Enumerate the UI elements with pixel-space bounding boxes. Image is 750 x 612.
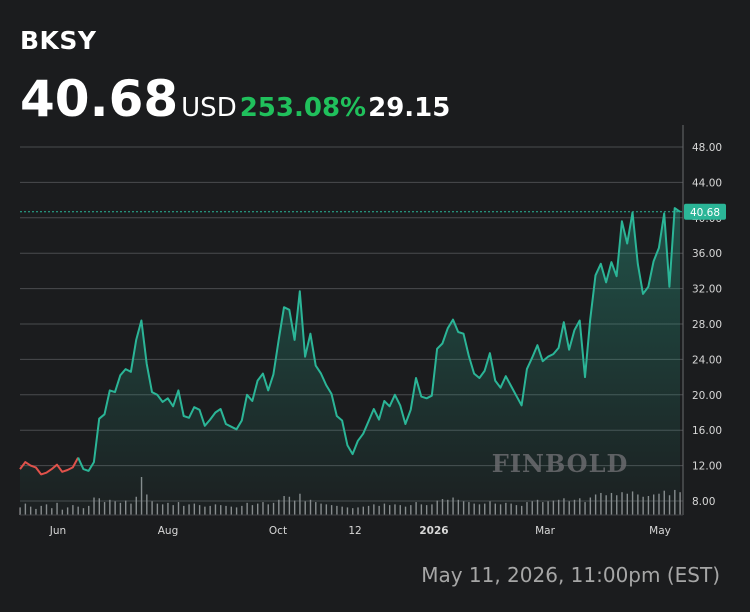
y-tick-label: 20.00 [692, 390, 722, 402]
y-tick-label: 32.00 [692, 284, 722, 296]
y-axis: 8.00 12.00 16.00 20.00 24.00 28.00 32.00 36.00 4… [20, 125, 722, 516]
x-tick-label: Aug [158, 525, 179, 537]
y-tick-label: 16.00 [692, 425, 722, 437]
y-tick-label: 36.00 [692, 248, 722, 260]
y-tick-label: 44.00 [692, 177, 722, 189]
change-percent: 253.08% [239, 93, 367, 123]
x-tick-label: Jun [49, 525, 66, 537]
currency-label: USD [181, 93, 237, 123]
y-tick-label: 12.00 [692, 461, 722, 473]
y-tick-label: 24.00 [692, 354, 722, 366]
price-area-fill [20, 208, 680, 515]
current-price: 40.68 [20, 70, 179, 128]
volume-bar [679, 492, 681, 515]
y-tick-label: 48.00 [692, 142, 722, 154]
x-axis: Jun Aug Oct 12 2026 Mar May [49, 525, 671, 537]
last-price-value: 40.68 [690, 207, 720, 219]
timestamp: May 11, 2026, 11:00pm (EST) [421, 563, 720, 587]
x-tick-label: 12 [348, 525, 361, 537]
finbold-watermark: FINBOLD [492, 449, 629, 478]
price-chart: FINBOLD 8.00 12.00 16.00 20.00 24.00 28.00 32.… [19, 125, 726, 537]
quote-line: 40.68 USD 253.08%29.15 [20, 70, 450, 130]
change-absolute: 29.15 [368, 93, 451, 123]
price-line-up [77, 207, 681, 472]
x-tick-label: Oct [269, 525, 287, 537]
ticker-symbol: BKSY [20, 26, 97, 55]
y-tick-label: 28.00 [692, 319, 722, 331]
y-tick-label: 8.00 [692, 496, 715, 508]
last-price-tag: 40.68 [684, 203, 726, 220]
x-tick-label: Mar [535, 525, 555, 537]
x-tick-label: May [649, 525, 671, 537]
price-line-down [19, 457, 79, 476]
x-tick-label: 2026 [419, 525, 448, 537]
